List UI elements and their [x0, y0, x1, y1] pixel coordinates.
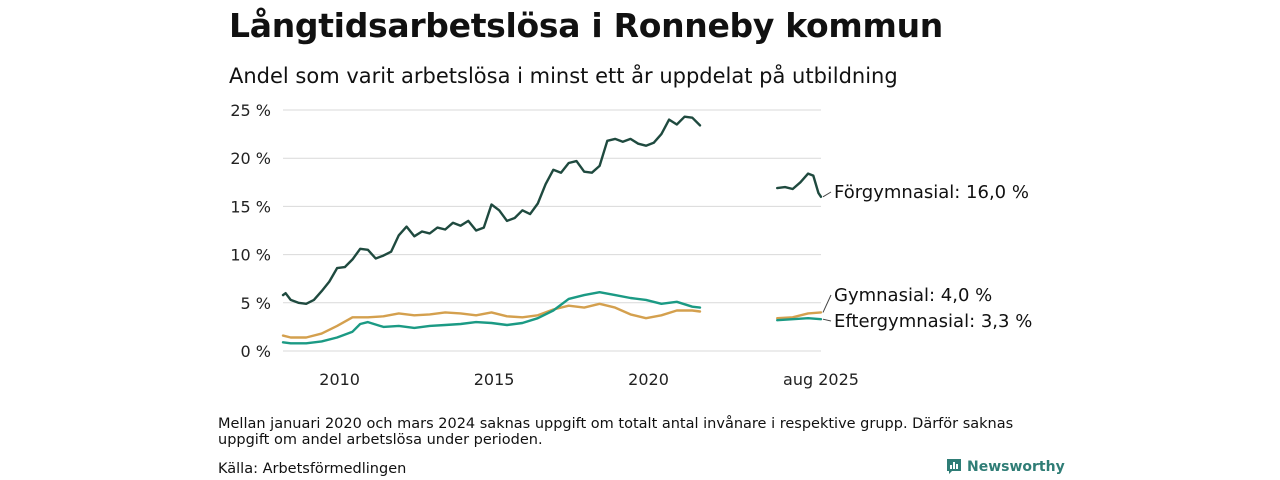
line-chart: 0 % 5 % 10 % 15 % 20 % 25 % 2010 2015 2020 aug 20… [230, 101, 1032, 389]
series-line-gymnasial [281, 302, 702, 339]
series-end-label: Gymnasial: 4,0 % [834, 285, 992, 306]
x-tick-label: 2010 [319, 370, 360, 389]
series-end-label: Förgymnasial: 16,0 % [834, 182, 1029, 203]
y-tick-label: 0 % [241, 342, 271, 361]
bar-chart-icon [947, 459, 961, 474]
series-end-label: Eftergymnasial: 3,3 % [834, 311, 1032, 332]
series-line-förgymnasial [776, 172, 823, 198]
chart-title: Långtidsarbetslösa i Ronneby kommun [229, 6, 943, 45]
x-tick-label: 2020 [628, 370, 669, 389]
series-line-förgymnasial [281, 115, 702, 305]
x-tick-label: aug 2025 [783, 370, 859, 389]
chart-subtitle: Andel som varit arbetslösa i minst ett å… [229, 64, 898, 88]
y-tick-label: 10 % [230, 246, 271, 265]
series-line-gymnasial [776, 311, 823, 320]
series-line-eftergymnasial [776, 317, 823, 322]
y-tick-label: 25 % [230, 101, 271, 120]
x-tick-label: 2015 [474, 370, 515, 389]
y-tick-label: 20 % [230, 149, 271, 168]
label-leader-line [822, 294, 832, 313]
series-line-eftergymnasial [281, 291, 702, 345]
label-leader-line [822, 318, 832, 322]
y-tick-label: 15 % [230, 197, 271, 216]
y-tick-label: 5 % [241, 294, 271, 313]
brand-logo: Newsworthy [946, 458, 1065, 475]
brand-name: Newsworthy [967, 458, 1065, 475]
source-label: Källa: Arbetsförmedlingen [218, 461, 407, 477]
footnote: Mellan januari 2020 och mars 2024 saknas… [218, 416, 1014, 448]
label-leader-line [822, 191, 832, 198]
